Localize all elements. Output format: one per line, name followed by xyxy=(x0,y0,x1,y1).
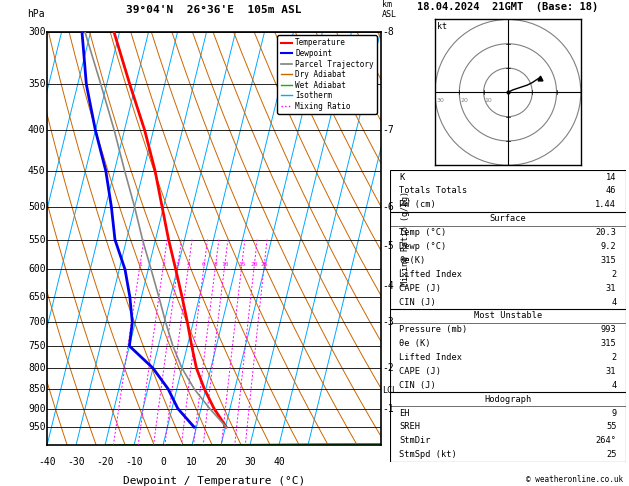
Text: 9: 9 xyxy=(611,409,616,417)
Text: 450: 450 xyxy=(28,166,45,176)
Text: 400: 400 xyxy=(28,125,45,135)
Text: 300: 300 xyxy=(28,27,45,36)
Text: θe(K): θe(K) xyxy=(399,256,426,265)
Text: CAPE (J): CAPE (J) xyxy=(399,284,442,293)
Text: -6: -6 xyxy=(382,202,394,212)
Text: -8: -8 xyxy=(382,27,394,36)
Text: 55: 55 xyxy=(606,422,616,432)
Text: Most Unstable: Most Unstable xyxy=(474,312,542,320)
Text: Dewpoint / Temperature (°C): Dewpoint / Temperature (°C) xyxy=(123,476,305,486)
Text: 14: 14 xyxy=(606,173,616,182)
Text: Surface: Surface xyxy=(489,214,526,223)
Text: 500: 500 xyxy=(28,202,45,212)
Text: LCL: LCL xyxy=(382,386,397,396)
Text: 550: 550 xyxy=(28,235,45,244)
Text: 25: 25 xyxy=(260,261,268,266)
Text: -5: -5 xyxy=(382,241,394,251)
Text: 2: 2 xyxy=(611,270,616,279)
Text: 20: 20 xyxy=(250,261,258,266)
Text: 4: 4 xyxy=(611,381,616,390)
Text: 750: 750 xyxy=(28,341,45,351)
Text: 2: 2 xyxy=(162,261,165,266)
Text: 20: 20 xyxy=(215,457,227,467)
Text: 0: 0 xyxy=(160,457,166,467)
Text: 20: 20 xyxy=(460,98,469,104)
Text: 31: 31 xyxy=(606,284,616,293)
Text: km
ASL: km ASL xyxy=(382,0,397,19)
Text: θe (K): θe (K) xyxy=(399,339,431,348)
Text: 40: 40 xyxy=(273,457,285,467)
Text: CIN (J): CIN (J) xyxy=(399,381,436,390)
Text: 900: 900 xyxy=(28,403,45,414)
Text: StmSpd (kt): StmSpd (kt) xyxy=(399,450,457,459)
Text: 4: 4 xyxy=(187,261,191,266)
Text: 31: 31 xyxy=(606,367,616,376)
Text: 10: 10 xyxy=(186,457,198,467)
Text: 6: 6 xyxy=(202,261,206,266)
Text: 20.3: 20.3 xyxy=(596,228,616,237)
Text: -40: -40 xyxy=(38,457,56,467)
Text: 3: 3 xyxy=(176,261,180,266)
Text: 315: 315 xyxy=(601,256,616,265)
Text: -7: -7 xyxy=(382,125,394,135)
Text: Temp (°C): Temp (°C) xyxy=(399,228,447,237)
Text: 18.04.2024  21GMT  (Base: 18): 18.04.2024 21GMT (Base: 18) xyxy=(417,2,599,12)
Text: CAPE (J): CAPE (J) xyxy=(399,367,442,376)
Text: 993: 993 xyxy=(601,325,616,334)
Text: 30: 30 xyxy=(244,457,256,467)
Text: Pressure (mb): Pressure (mb) xyxy=(399,325,468,334)
Text: 2: 2 xyxy=(611,353,616,362)
Text: 10: 10 xyxy=(221,261,228,266)
Text: Mixing Ratio (g/kg): Mixing Ratio (g/kg) xyxy=(401,191,410,286)
Text: StmDir: StmDir xyxy=(399,436,431,445)
Text: 10: 10 xyxy=(485,98,493,104)
Text: 1.44: 1.44 xyxy=(596,200,616,209)
Text: Hodograph: Hodograph xyxy=(484,395,532,404)
Text: 15: 15 xyxy=(238,261,245,266)
Text: -10: -10 xyxy=(125,457,143,467)
Text: 315: 315 xyxy=(601,339,616,348)
Text: 850: 850 xyxy=(28,384,45,394)
Text: 4: 4 xyxy=(611,297,616,307)
Text: -4: -4 xyxy=(382,281,394,291)
Text: -1: -1 xyxy=(382,403,394,414)
Text: PW (cm): PW (cm) xyxy=(399,200,436,209)
Text: K: K xyxy=(399,173,404,182)
Text: CIN (J): CIN (J) xyxy=(399,297,436,307)
Text: 800: 800 xyxy=(28,363,45,373)
Text: © weatheronline.co.uk: © weatheronline.co.uk xyxy=(526,474,623,484)
Text: Dewp (°C): Dewp (°C) xyxy=(399,242,447,251)
Text: 350: 350 xyxy=(28,80,45,89)
Text: 46: 46 xyxy=(606,187,616,195)
Text: kt: kt xyxy=(437,22,447,31)
Text: 25: 25 xyxy=(606,450,616,459)
Text: SREH: SREH xyxy=(399,422,420,432)
Text: Totals Totals: Totals Totals xyxy=(399,187,468,195)
Text: 950: 950 xyxy=(28,422,45,432)
Text: 264°: 264° xyxy=(596,436,616,445)
Text: hPa: hPa xyxy=(27,9,45,19)
Text: 700: 700 xyxy=(28,317,45,327)
Text: 9.2: 9.2 xyxy=(601,242,616,251)
Text: -20: -20 xyxy=(96,457,114,467)
Text: -30: -30 xyxy=(67,457,85,467)
Legend: Temperature, Dewpoint, Parcel Trajectory, Dry Adiabat, Wet Adiabat, Isotherm, Mi: Temperature, Dewpoint, Parcel Trajectory… xyxy=(277,35,377,114)
Text: 600: 600 xyxy=(28,264,45,275)
Text: EH: EH xyxy=(399,409,410,417)
Text: 8: 8 xyxy=(214,261,218,266)
Text: 30: 30 xyxy=(437,98,444,104)
Text: -2: -2 xyxy=(382,363,394,373)
Text: 650: 650 xyxy=(28,292,45,302)
Text: 39°04'N  26°36'E  105m ASL: 39°04'N 26°36'E 105m ASL xyxy=(126,5,302,15)
Text: Lifted Index: Lifted Index xyxy=(399,353,462,362)
Text: -3: -3 xyxy=(382,317,394,327)
Text: Lifted Index: Lifted Index xyxy=(399,270,462,279)
Text: 1: 1 xyxy=(138,261,142,266)
